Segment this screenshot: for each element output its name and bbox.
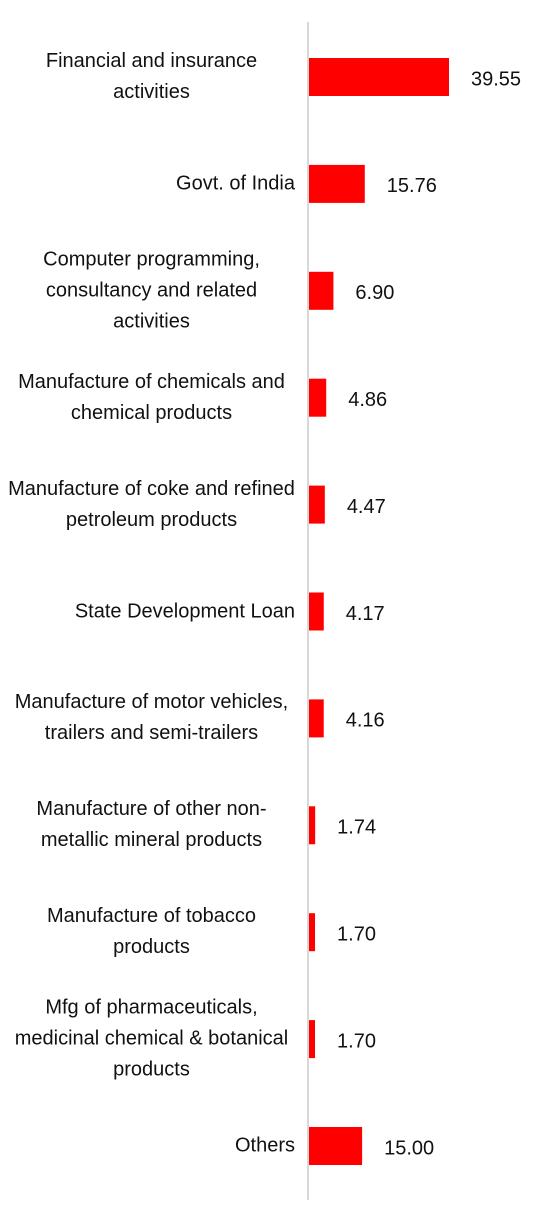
bar: [309, 1127, 363, 1165]
bar: [309, 699, 324, 738]
value-label: 1.74: [337, 817, 376, 839]
bar: [309, 1020, 316, 1059]
bar: [309, 58, 450, 96]
category-label-box: Govt. of India: [8, 168, 295, 199]
category-label-box: State Development Loan: [8, 596, 295, 627]
value-label: 1.70: [337, 1030, 376, 1052]
category-label-box: Financial and insurance activities: [8, 46, 295, 108]
category-label: Manufacture of tobacco products: [46, 905, 256, 959]
category-label-box: Manufacture of coke and refined petroleu…: [8, 474, 295, 536]
bar: [309, 592, 324, 631]
value-label: 4.86: [348, 389, 387, 411]
bar: [309, 913, 316, 952]
category-label: Manufacture of coke and refined petroleu…: [8, 477, 295, 531]
category-label: Manufacture of motor vehicles, trailers …: [14, 691, 289, 745]
category-label: Financial and insurance activities: [45, 50, 258, 103]
category-label: Manufacture of other non-metallic minera…: [36, 798, 267, 852]
category-label: State Development Loan: [74, 600, 295, 622]
bar: [309, 806, 316, 845]
category-label-box: Manufacture of chemicals and chemical pr…: [8, 367, 295, 429]
category-label: Mfg of pharmaceuticals, medicinal chemic…: [14, 996, 289, 1081]
bar: [309, 164, 365, 203]
category-label: Govt. of India: [176, 172, 295, 195]
value-label: 6.90: [355, 282, 394, 304]
category-label-box: Manufacture of tobacco products: [8, 901, 295, 963]
bar: [309, 271, 334, 310]
value-label: 15.00: [384, 1137, 434, 1159]
category-label: Manufacture of chemicals and chemical pr…: [18, 370, 285, 424]
category-label-box: Mfg of pharmaceuticals, medicinal chemic…: [8, 993, 295, 1086]
value-label: 4.47: [347, 496, 386, 518]
category-label-box: Manufacture of motor vehicles, trailers …: [8, 687, 295, 749]
value-label: 4.16: [346, 710, 385, 732]
value-label: 15.76: [387, 175, 437, 197]
category-label-box: Computer programming, consultancy and re…: [8, 244, 295, 337]
category-label: Others: [234, 1134, 295, 1157]
value-label: 1.70: [337, 923, 376, 945]
category-label-box: Manufacture of other non-metallic minera…: [8, 794, 295, 856]
value-label: 39.55: [471, 68, 521, 90]
bar: [309, 485, 325, 524]
bar: [309, 378, 327, 417]
value-label: 4.17: [346, 603, 385, 625]
category-label-box: Others: [8, 1131, 295, 1162]
category-label: Computer programming, consultancy and re…: [43, 248, 260, 333]
